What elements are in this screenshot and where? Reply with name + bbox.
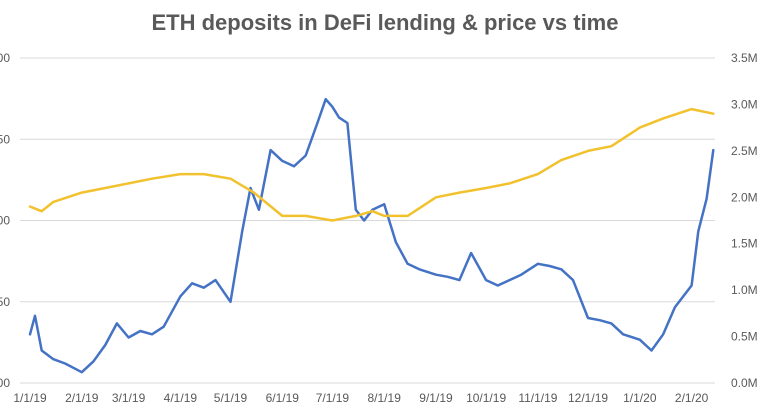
- x-tick-labels: 1/1/19 2/1/19 3/1/19 4/1/19 5/1/19 6/1/19 7/1/…: [13, 391, 708, 405]
- y-right-tick-label: 2.5M: [731, 144, 758, 158]
- x-tick-label: 2/1/20: [675, 391, 709, 405]
- y-left-tick-label: 50: [0, 132, 10, 146]
- y-left-tick-label: 50: [0, 295, 10, 309]
- series-group: [28, 97, 715, 374]
- x-tick-label: 3/1/19: [112, 391, 146, 405]
- y-right-tick-labels: 0.0M 0.5M 1.0M 1.5M 2.0M 2.5M 3.0M 3.5M: [731, 51, 758, 390]
- x-tick-label: 2/1/19: [65, 391, 99, 405]
- x-tick-label: 9/1/19: [419, 391, 453, 405]
- y-left-tick-labels: 00 50 00 50 00: [0, 51, 10, 390]
- y-left-tick-label: 00: [0, 214, 10, 228]
- y-left-tick-label: 00: [0, 376, 10, 390]
- y-right-tick-label: 1.5M: [731, 237, 758, 251]
- x-tick-label: 7/1/19: [316, 391, 350, 405]
- y-left-tick-label: 00: [0, 51, 10, 65]
- x-tick-label: 5/1/19: [214, 391, 248, 405]
- x-tick-label: 12/1/19: [568, 391, 608, 405]
- x-tick-label: 8/1/19: [368, 391, 402, 405]
- x-tick-label: 4/1/19: [164, 391, 198, 405]
- y-right-tick-label: 0.0M: [731, 376, 758, 390]
- y-right-tick-label: 1.0M: [731, 283, 758, 297]
- y-right-tick-label: 3.5M: [731, 51, 758, 65]
- series-line-blue: [28, 97, 715, 374]
- x-tick-label: 11/1/19: [518, 391, 557, 405]
- x-tick-label: 6/1/19: [266, 391, 300, 405]
- x-tick-label: 1/1/20: [623, 391, 657, 405]
- series-line-yellow: [28, 107, 715, 222]
- x-tick-label: 1/1/19: [13, 391, 47, 405]
- y-right-tick-label: 2.0M: [731, 190, 758, 204]
- chart-title: ETH deposits in DeFi lending & price vs …: [152, 10, 619, 35]
- grid: [20, 57, 715, 384]
- y-right-tick-label: 0.5M: [731, 330, 758, 344]
- y-right-tick-label: 3.0M: [731, 97, 758, 111]
- x-tick-label: 10/1/19: [466, 391, 506, 405]
